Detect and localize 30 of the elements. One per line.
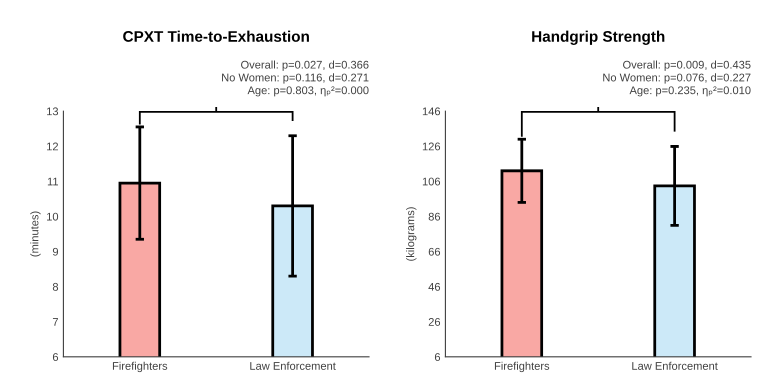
y-tick-label: 66 (428, 248, 440, 256)
y-axis-title: (kilograms) (406, 207, 416, 261)
text: Age: p=0.803, ηₚ²=0.000 (248, 86, 369, 96)
y-tick-label: 7 (52, 318, 58, 326)
y-tick-label: 126 (422, 142, 440, 150)
y-tick-label: 13 (47, 107, 58, 116)
x-tick-label: Firefighters (494, 362, 550, 372)
x-tick-label: Law Enforcement (632, 362, 718, 370)
y-tick-label: 8 (52, 282, 58, 291)
chart-title: CPXT Time-to-Exhaustion (123, 30, 309, 42)
y-tick-label: 11 (48, 178, 58, 186)
y-tick-label: 146 (422, 107, 440, 116)
y-tick-label: 6 (434, 353, 440, 361)
text: Age: p=0.235, ηₚ²=0.010 (630, 86, 751, 96)
y-tick-label: 86 (428, 212, 440, 221)
y-tick-label: 106 (422, 178, 440, 186)
text: No Women: p=0.076, d=0.227 (603, 73, 750, 84)
y-tick-label: 9 (52, 248, 58, 256)
x-tick-label: Firefighters (112, 362, 168, 372)
y-tick-label: 10 (47, 212, 58, 221)
text: Overall: p=0.027, d=0.366 (241, 60, 369, 71)
y-tick-label: 6 (52, 353, 58, 361)
y-tick-label: 26 (428, 318, 440, 326)
text: Overall: p=0.009, d=0.435 (623, 60, 751, 71)
y-axis-title: (minutes) (30, 212, 41, 256)
y-tick-label: 46 (428, 282, 440, 291)
y-tick-label: 12 (47, 142, 58, 150)
x-tick-label: Law Enforcement (250, 362, 336, 370)
chart-title: Handgrip Strength (532, 30, 664, 45)
text: No Women: p=0.116, d=0.271 (222, 73, 368, 84)
